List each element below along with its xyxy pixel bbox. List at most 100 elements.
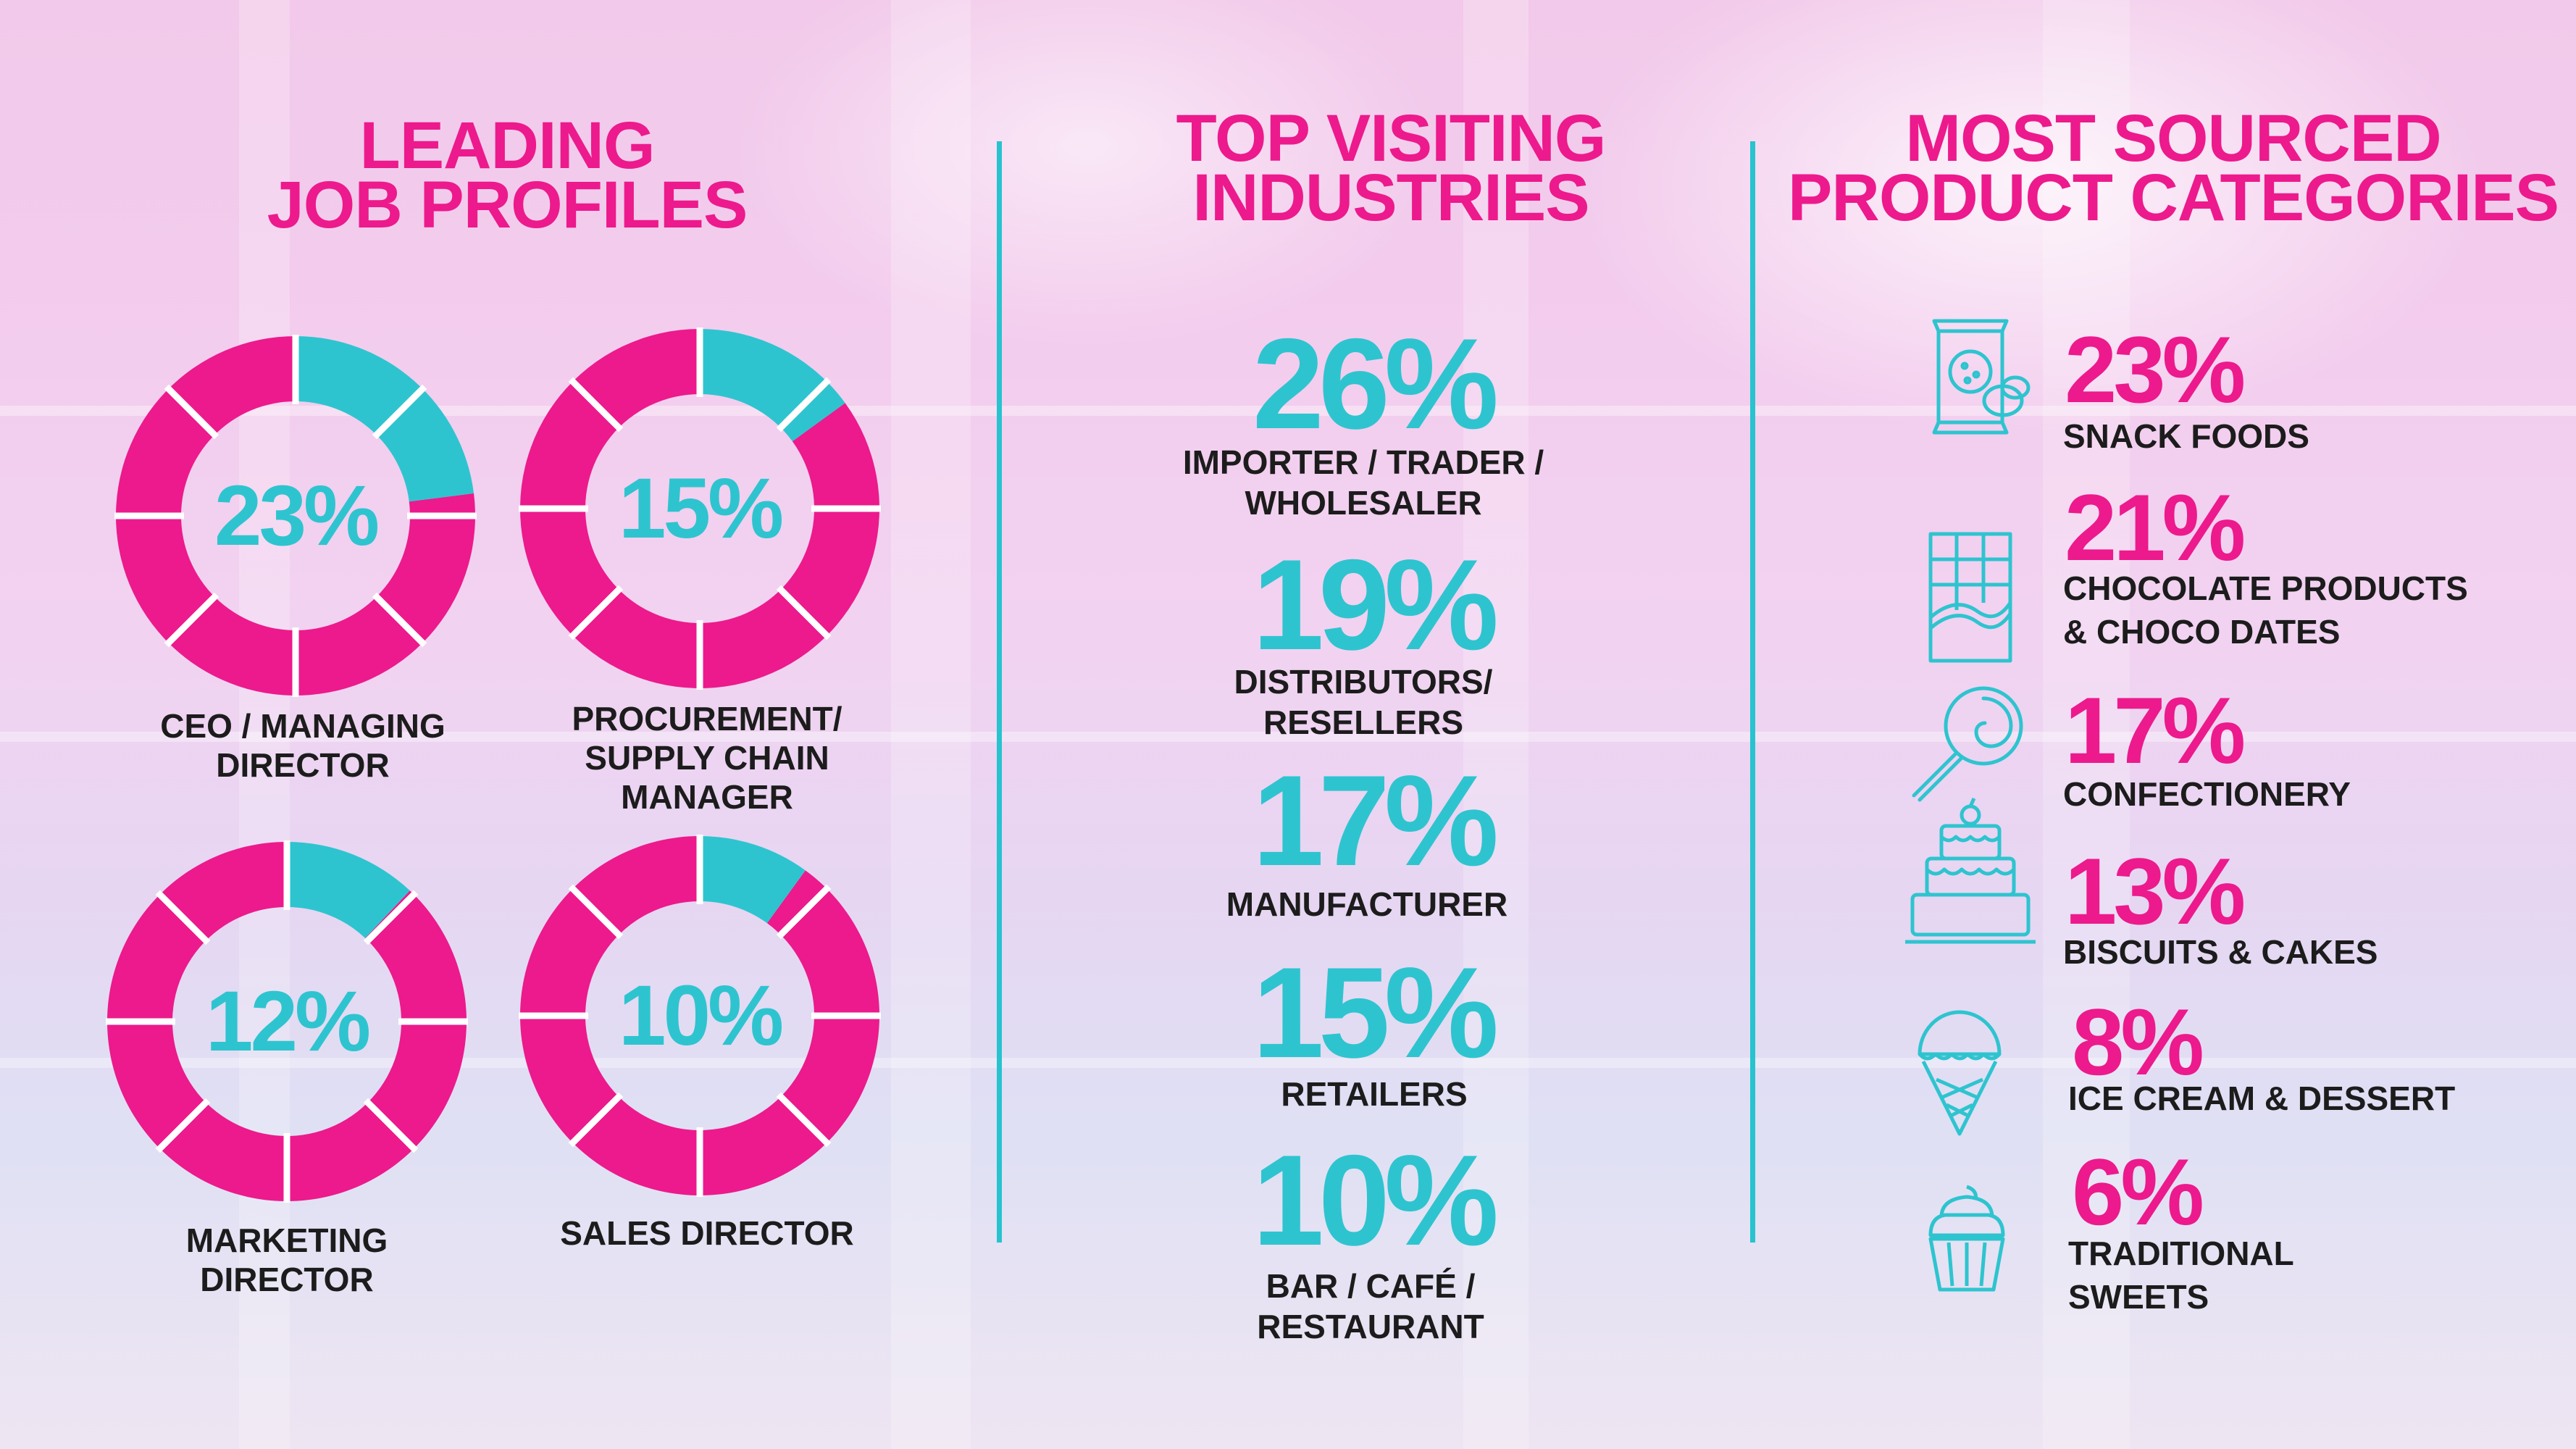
industry-percent: 10% [1252,1128,1499,1272]
column-divider [997,141,1002,1243]
cake-icon [1902,797,2036,944]
donut-chart [519,835,881,1197]
industry-percent: 15% [1252,940,1499,1085]
label-line: DIRECTOR [216,746,390,784]
industry-percent: 17% [1252,748,1499,893]
background-panel [2043,0,2130,1449]
donut-segment-divider [164,592,219,648]
industry-percent: 19% [1252,533,1499,677]
donut-chart [106,840,468,1203]
label-line: RESELLERS [1263,703,1464,741]
title-line: LEADING [359,109,656,183]
category-label: ICE CREAM & DESSERT [2068,1077,2575,1120]
donut-percent: 15% [618,461,784,556]
donut-segment-divider [568,585,624,640]
snack-bag-icon [1912,315,2036,438]
donut-procurement: 15% [519,327,881,690]
industry-label: MANUFACTURER [1113,884,1621,924]
donut-segment-divider [155,890,211,945]
donut-segment-divider [568,1092,624,1148]
donut-segment-divider [568,884,624,940]
label-line: CONFECTIONERY [2063,775,2351,813]
industries-title: TOP VISITING INDUSTRIES [1101,101,1681,235]
industry-label: IMPORTER / TRADER / WHOLESALER [1110,442,1617,523]
industry-label: BAR / CAFÉ / RESTAURANT [1117,1266,1624,1347]
title-line: MOST SOURCED [1905,101,2441,175]
donut-percent: 23% [214,468,380,564]
lollipop-icon [1905,681,2028,804]
donut-value-arc [700,329,845,442]
background-panel [239,0,290,1449]
donut-value-arc [296,336,474,502]
label-line: SNACK FOODS [2063,417,2309,455]
background-panel [891,0,971,1449]
label-line: BAR / CAFÉ / [1266,1267,1476,1305]
job-label-ceo: CEO / MANAGING DIRECTOR [100,706,506,785]
category-percent: 6% [2072,1139,2204,1245]
label-line: ICE CREAM & DESSERT [2068,1080,2456,1117]
job-profiles-title: LEADING JOB PROFILES [217,109,797,242]
label-line: PROCUREMENT/ [572,700,842,738]
label-line: IMPORTER / TRADER / [1182,443,1544,481]
category-percent: 17% [2065,677,2246,783]
donut-marketing: 12% [106,840,468,1203]
donut-segment-divider [363,1098,419,1153]
column-divider [1750,141,1755,1243]
label-line: DIRECTOR [200,1261,374,1298]
label-line: TRADITIONAL [2068,1235,2294,1272]
label-line: DISTRIBUTORS/ [1234,663,1493,701]
title-line: PRODUCT CATEGORIES [1788,161,2559,235]
donut-segment-divider [776,377,832,433]
donut-segment-divider [155,1098,211,1153]
ice-cream-cone-icon [1909,993,2032,1136]
industry-percent: 26% [1252,312,1499,456]
category-label: SNACK FOODS [2063,414,2570,458]
donut-segment-divider [776,884,832,940]
chocolate-bar-icon [1912,530,2036,663]
label-line: MANAGER [621,778,793,816]
donut-chart [114,335,477,697]
category-label: BISCUITS & CAKES [2063,930,2570,974]
title-line: INDUSTRIES [1192,161,1589,235]
background-shelf [0,1058,2576,1068]
categories-title: MOST SOURCED PRODUCT CATEGORIES [1782,101,2564,235]
donut-segment-divider [372,592,427,648]
job-label-marketing: MARKETING DIRECTOR [84,1221,490,1299]
industry-label: RETAILERS [1121,1074,1628,1114]
category-percent: 21% [2065,475,2246,580]
background-shelf [0,732,2576,742]
industry-label: DISTRIBUTORS/ RESELLERS [1110,661,1617,743]
label-line: SALES DIRECTOR [560,1214,854,1252]
job-label-procurement: PROCUREMENT/ SUPPLY CHAIN MANAGER [504,699,910,817]
donut-segment-divider [164,384,219,440]
category-label: CHOCOLATE PRODUCTS & CHOCO DATES [2063,567,2570,653]
title-line: JOB PROFILES [267,168,748,242]
label-line: CHOCOLATE PRODUCTS [2063,569,2468,607]
category-percent: 13% [2065,838,2246,944]
category-percent: 23% [2065,317,2246,422]
label-line: WHOLESALER [1245,484,1482,522]
label-line: MARKETING [185,1222,388,1259]
title-line: TOP VISITING [1176,101,1607,175]
background-panel [1463,0,1529,1449]
label-line: RESTAURANT [1257,1308,1484,1345]
label-line: BISCUITS & CAKES [2063,933,2378,971]
label-line: & CHOCO DATES [2063,613,2341,651]
label-line: MANUFACTURER [1226,885,1508,923]
category-percent: 8% [2072,989,2204,1095]
donut-segment-divider [363,890,419,945]
label-line: RETAILERS [1281,1075,1468,1113]
label-line: SWEETS [2068,1278,2209,1316]
label-line: SUPPLY CHAIN [585,739,829,777]
donut-ceo: 23% [114,335,477,697]
category-label: TRADITIONAL SWEETS [2068,1232,2575,1319]
job-label-sales: SALES DIRECTOR [504,1214,910,1253]
label-line: CEO / MANAGING [160,707,446,745]
donut-chart [519,327,881,690]
category-label: CONFECTIONERY [2063,772,2570,816]
cupcake-icon [1920,1181,2043,1304]
donut-percent: 10% [618,968,784,1064]
donut-value-arc [287,842,410,938]
donut-value-arc [700,836,806,924]
donut-segment-divider [568,377,624,433]
